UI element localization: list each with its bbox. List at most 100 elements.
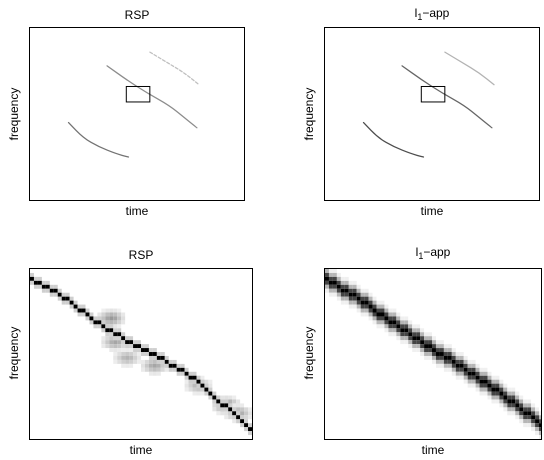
ridge-cell bbox=[396, 328, 401, 333]
ridge-cell bbox=[424, 352, 429, 356]
smear-cell bbox=[105, 308, 110, 313]
ridge-cell bbox=[376, 304, 381, 309]
ridge-cell bbox=[105, 328, 110, 333]
ridge-cell bbox=[53, 292, 58, 297]
smear-cell bbox=[244, 415, 249, 420]
ridge-cell bbox=[439, 344, 444, 349]
ridge-cell bbox=[408, 344, 413, 349]
ridge-cell bbox=[443, 355, 448, 360]
ridge-cell bbox=[156, 352, 161, 356]
ridge-cell bbox=[495, 391, 500, 396]
ridge-cell bbox=[248, 431, 252, 436]
ridge-cell bbox=[467, 375, 472, 380]
ridge-cell bbox=[244, 427, 249, 432]
smear-cell bbox=[105, 316, 110, 321]
ridge-cell bbox=[475, 383, 480, 388]
ridge-cell bbox=[325, 280, 329, 285]
ridge-cell bbox=[97, 324, 102, 329]
ridge-cell bbox=[364, 300, 369, 305]
ridge-cell bbox=[495, 387, 500, 392]
ridge-cell bbox=[404, 316, 409, 321]
smear-cell bbox=[121, 363, 126, 368]
ridge-cell bbox=[125, 344, 130, 349]
x-axis-label: time bbox=[420, 204, 444, 218]
ridge-cell bbox=[447, 367, 452, 372]
ridge-cell bbox=[248, 423, 252, 428]
smear-cell bbox=[113, 348, 118, 353]
ridge-cell bbox=[89, 320, 94, 325]
ridge-cell bbox=[507, 403, 512, 408]
smear-cell bbox=[121, 348, 126, 353]
panel-title: RSP bbox=[124, 8, 150, 22]
heatmap bbox=[30, 272, 252, 436]
smear-cell bbox=[101, 340, 106, 345]
ridge-cell bbox=[352, 292, 357, 297]
ridge-cell bbox=[424, 348, 429, 353]
ridge-cell bbox=[224, 407, 229, 412]
smear-cell bbox=[236, 403, 241, 408]
ridge-cell bbox=[400, 340, 405, 345]
ridge-cell bbox=[164, 363, 169, 368]
ridge-cell bbox=[515, 395, 520, 400]
ridge-cell bbox=[360, 308, 365, 313]
ridge-cell bbox=[129, 336, 134, 341]
ridge-cell bbox=[507, 395, 512, 400]
ridge-cell bbox=[188, 371, 193, 376]
smear-cell bbox=[184, 383, 189, 388]
ridge-cell bbox=[368, 292, 373, 297]
ridge-cell bbox=[328, 284, 333, 289]
smear-cell bbox=[109, 312, 114, 317]
ridge-cell bbox=[360, 292, 365, 297]
ridge-cell bbox=[69, 300, 74, 305]
smear-cell bbox=[121, 355, 126, 360]
ridge-cell bbox=[117, 328, 122, 333]
ridge-cell bbox=[89, 312, 94, 317]
ridge-cell bbox=[77, 312, 82, 317]
ridge-cell bbox=[499, 395, 504, 400]
ridge-cell bbox=[332, 292, 337, 297]
ridge-cell bbox=[356, 308, 361, 313]
ridge-cell bbox=[408, 336, 413, 341]
smear-cell bbox=[141, 367, 145, 372]
ridge-cell bbox=[172, 359, 177, 364]
ridge-cell bbox=[172, 363, 177, 368]
ridge-cell bbox=[184, 375, 189, 380]
ridge-cell bbox=[412, 348, 417, 353]
ridge-cell bbox=[400, 336, 405, 341]
plot-frame bbox=[29, 268, 253, 440]
ridge-cell bbox=[451, 355, 456, 360]
smear-cell bbox=[117, 308, 122, 313]
ridge-cell bbox=[384, 304, 389, 309]
smear-cell bbox=[152, 359, 157, 364]
ridge-cell bbox=[475, 363, 480, 368]
ridge-cell bbox=[523, 415, 528, 420]
ridge-cell bbox=[325, 276, 329, 281]
ridge-cell bbox=[380, 308, 385, 313]
ridge-cell bbox=[164, 359, 169, 364]
smear-cell bbox=[125, 352, 130, 356]
ridge-cell bbox=[507, 399, 512, 404]
ridge-cell bbox=[204, 387, 209, 392]
ridge-cell bbox=[531, 407, 536, 412]
ridge-cell bbox=[499, 379, 504, 384]
ridge-cell bbox=[531, 411, 536, 416]
ridge-cell bbox=[376, 308, 381, 313]
ridge-cell bbox=[364, 308, 369, 313]
ridge-cell bbox=[105, 332, 110, 337]
ridge-cell bbox=[416, 332, 421, 337]
ridge-cell bbox=[348, 304, 353, 309]
smear-cell bbox=[156, 371, 161, 376]
ridge-cell bbox=[168, 363, 173, 368]
ridge-cell bbox=[121, 336, 126, 341]
ridge-cell bbox=[511, 387, 516, 392]
smear-cell bbox=[101, 312, 106, 317]
ridge-cell bbox=[491, 383, 496, 388]
zoom-box bbox=[420, 85, 446, 103]
ridge-cell bbox=[451, 352, 456, 356]
ridge-cell bbox=[356, 284, 361, 289]
ridge-cell bbox=[503, 395, 508, 400]
ridge-cell bbox=[523, 407, 528, 412]
ridge-cell bbox=[325, 272, 329, 277]
title-subscript: 1 bbox=[417, 12, 423, 22]
ridge-cell bbox=[148, 355, 153, 360]
